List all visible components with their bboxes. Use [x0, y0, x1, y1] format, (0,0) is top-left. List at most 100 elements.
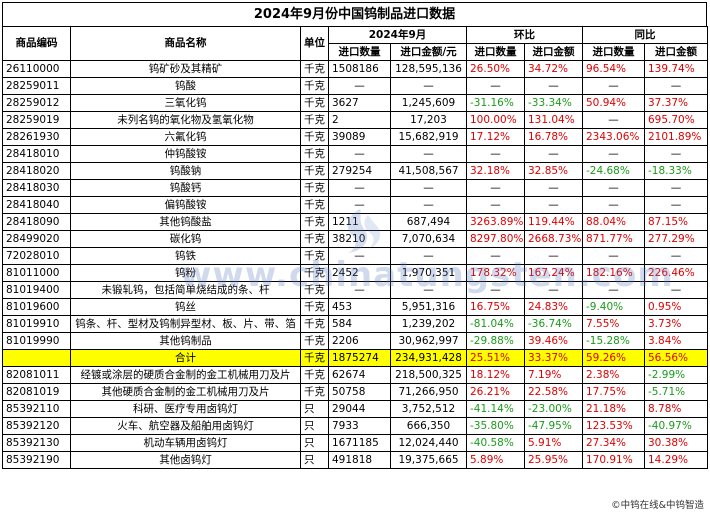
- cell-unit: 千克: [300, 281, 329, 299]
- cell-unit: 千克: [300, 264, 329, 282]
- cell-code: 28499020: [2, 230, 71, 248]
- cell-qty: 39089: [328, 128, 391, 146]
- header-mom: 环比: [466, 26, 583, 44]
- cell-yoy-qty: 7.55%: [582, 315, 645, 333]
- cell-name: 偏钨酸铵: [70, 196, 301, 214]
- cell-yoy-qty: 2343.06%: [582, 128, 645, 146]
- cell-yoy-qty: 96.54%: [582, 60, 645, 78]
- cell-yoy-qty: —: [582, 281, 645, 299]
- cell-yoy-amount: —: [644, 247, 708, 265]
- cell-mom-amount: -23.00%: [524, 400, 583, 418]
- cell-amount: 1,245,609: [390, 94, 467, 112]
- cell-mom-amount: —: [524, 281, 583, 299]
- cell-mom-amount: 39.46%: [524, 332, 583, 350]
- cell-yoy-amount: 3.84%: [644, 332, 708, 350]
- header-yoy-qty: 进口数量: [582, 43, 645, 61]
- header-row-2: 进口数量 进口金额/元 进口数量 进口金额 进口数量 进口金额: [3, 43, 708, 61]
- cell-unit: 只: [300, 417, 329, 435]
- header-yoy: 同比: [582, 26, 708, 44]
- cell-mom-amount: —: [524, 77, 583, 95]
- cell-mom-qty: 178.32%: [466, 264, 525, 282]
- cell-yoy-qty: —: [582, 196, 645, 214]
- cell-yoy-amount: 3.73%: [644, 315, 708, 333]
- cell-qty: —: [328, 196, 391, 214]
- cell-yoy-qty: -15.28%: [582, 332, 645, 350]
- cell-name: 钨酸钙: [70, 179, 301, 197]
- total-row: 合计 千克 1875274 234,931,428 25.51% 33.37% 59.26%…: [2, 349, 708, 367]
- cell-unit: 千克: [300, 298, 329, 316]
- table-row: 82081019 其他硬质合金制的金工机械用刀及片 千克 50758 71,266,95…: [2, 383, 708, 401]
- cell-mom-qty: 18.12%: [466, 366, 525, 384]
- header-mom-qty: 进口数量: [466, 43, 525, 61]
- import-data-table: 商品编码 商品名称 单位 2024年9月 环比 同比 进口数量 进口金额/元 进…: [2, 26, 708, 469]
- cell-code: 81019990: [2, 332, 71, 350]
- cell-qty: —: [328, 145, 391, 163]
- cell-yoy-qty: -24.68%: [582, 162, 645, 180]
- cell-mom-qty: -41.14%: [466, 400, 525, 418]
- cell-mom-qty: 3263.89%: [466, 213, 525, 231]
- cell-amount: —: [390, 145, 467, 163]
- cell-unit: 千克: [300, 366, 329, 384]
- cell-unit: 千克: [300, 128, 329, 146]
- cell-mom-amount: 34.72%: [524, 60, 583, 78]
- cell-code: 81019600: [2, 298, 71, 316]
- cell-yoy-amount: 2101.89%: [644, 128, 708, 146]
- cell-yoy-amount: 139.74%: [644, 60, 708, 78]
- cell-yoy-amount: —: [644, 281, 708, 299]
- cell-qty: 584: [328, 315, 391, 333]
- cell-unit: 千克: [300, 349, 329, 367]
- cell-mom-qty: 32.18%: [466, 162, 525, 180]
- cell-code: 26110000: [2, 60, 71, 78]
- cell-name: 科研、医疗专用卤钨灯: [70, 400, 301, 418]
- cell-mom-qty: —: [466, 179, 525, 197]
- cell-mom-amount: 167.24%: [524, 264, 583, 282]
- cell-unit: 千克: [300, 60, 329, 78]
- cell-qty: 2: [328, 111, 391, 129]
- cell-yoy-amount: —: [644, 145, 708, 163]
- cell-mom-amount: 25.95%: [524, 451, 583, 469]
- cell-mom-amount: 16.78%: [524, 128, 583, 146]
- cell-amount: —: [390, 179, 467, 197]
- cell-yoy-qty: 50.94%: [582, 94, 645, 112]
- cell-code: 28261930: [2, 128, 71, 146]
- header-unit: 单位: [300, 26, 329, 61]
- cell-unit: 千克: [300, 77, 329, 95]
- cell-yoy-amount: 14.29%: [644, 451, 708, 469]
- table-row: 28418010 仲钨酸铵 千克 — — — — — —: [2, 145, 708, 163]
- cell-code: 28418040: [2, 196, 71, 214]
- cell-name: 机动车辆用卤钨灯: [70, 434, 301, 452]
- header-mom-amount: 进口金额: [524, 43, 583, 61]
- cell-yoy-amount: 695.70%: [644, 111, 708, 129]
- table-row: 81019400 未锻轧钨，包括简单烧结成的条、杆 千克 — — — — — —: [2, 281, 708, 299]
- table-row: 72028010 钨铁 千克 — — — — — —: [2, 247, 708, 265]
- cell-yoy-qty: —: [582, 145, 645, 163]
- cell-code: 28418030: [2, 179, 71, 197]
- table-row: 28418030 钨酸钙 千克 — — — — — —: [2, 179, 708, 197]
- header-yoy-amount: 进口金额: [644, 43, 708, 61]
- cell-mom-amount: 5.91%: [524, 434, 583, 452]
- cell-yoy-qty: 2.38%: [582, 366, 645, 384]
- table-row: 28418020 钨酸钠 千克 279254 41,508,567 32.18% 32.85…: [2, 162, 708, 180]
- cell-mom-qty: -81.04%: [466, 315, 525, 333]
- table-row: 81011000 钨粉 千克 2452 1,970,351 178.32% 167.24% 1…: [2, 264, 708, 282]
- cell-name: 其他钨酸盐: [70, 213, 301, 231]
- cell-yoy-amount: —: [644, 196, 708, 214]
- cell-amount: 5,951,316: [390, 298, 467, 316]
- cell-mom-qty: —: [466, 145, 525, 163]
- cell-yoy-qty: 88.04%: [582, 213, 645, 231]
- cell-qty: —: [328, 179, 391, 197]
- cell-code: 28418020: [2, 162, 71, 180]
- cell-mom-qty: -29.88%: [466, 332, 525, 350]
- table-body: 26110000 钨矿砂及其精矿 千克 1508186 128,595,136 26.50…: [2, 60, 708, 469]
- cell-name: 钨铁: [70, 247, 301, 265]
- cell-code: 81019910: [2, 315, 71, 333]
- cell-mom-qty: 100.00%: [466, 111, 525, 129]
- cell-qty: 1508186: [328, 60, 391, 78]
- cell-mom-qty: —: [466, 196, 525, 214]
- cell-qty: 7933: [328, 417, 391, 435]
- cell-mom-qty: —: [466, 77, 525, 95]
- cell-mom-amount: —: [524, 145, 583, 163]
- cell-name: 未锻轧钨，包括简单烧结成的条、杆: [70, 281, 301, 299]
- cell-mom-qty: -31.16%: [466, 94, 525, 112]
- table-title: 2024年9月份中国钨制品进口数据: [2, 2, 707, 26]
